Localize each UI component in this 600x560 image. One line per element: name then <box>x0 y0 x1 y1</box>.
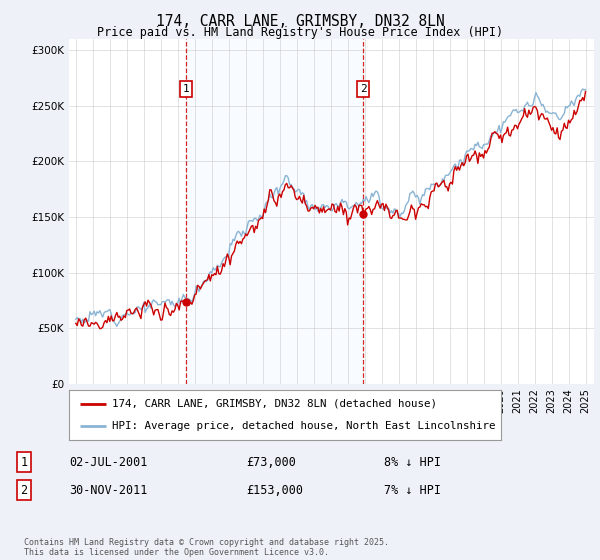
Text: 1: 1 <box>20 455 28 469</box>
Bar <box>186 39 363 384</box>
Text: Contains HM Land Registry data © Crown copyright and database right 2025.
This d: Contains HM Land Registry data © Crown c… <box>24 538 389 557</box>
Text: 174, CARR LANE, GRIMSBY, DN32 8LN: 174, CARR LANE, GRIMSBY, DN32 8LN <box>155 14 445 29</box>
Text: 2: 2 <box>360 84 367 94</box>
Text: Price paid vs. HM Land Registry's House Price Index (HPI): Price paid vs. HM Land Registry's House … <box>97 26 503 39</box>
Text: 02-JUL-2001: 02-JUL-2001 <box>69 455 148 469</box>
Text: 174, CARR LANE, GRIMSBY, DN32 8LN (detached house): 174, CARR LANE, GRIMSBY, DN32 8LN (detac… <box>112 399 437 409</box>
Text: 30-NOV-2011: 30-NOV-2011 <box>69 483 148 497</box>
Text: £153,000: £153,000 <box>246 483 303 497</box>
Text: 1: 1 <box>183 84 190 94</box>
Text: £73,000: £73,000 <box>246 455 296 469</box>
Text: 7% ↓ HPI: 7% ↓ HPI <box>384 483 441 497</box>
Text: 8% ↓ HPI: 8% ↓ HPI <box>384 455 441 469</box>
Text: HPI: Average price, detached house, North East Lincolnshire: HPI: Average price, detached house, Nort… <box>112 421 496 431</box>
Text: 2: 2 <box>20 483 28 497</box>
